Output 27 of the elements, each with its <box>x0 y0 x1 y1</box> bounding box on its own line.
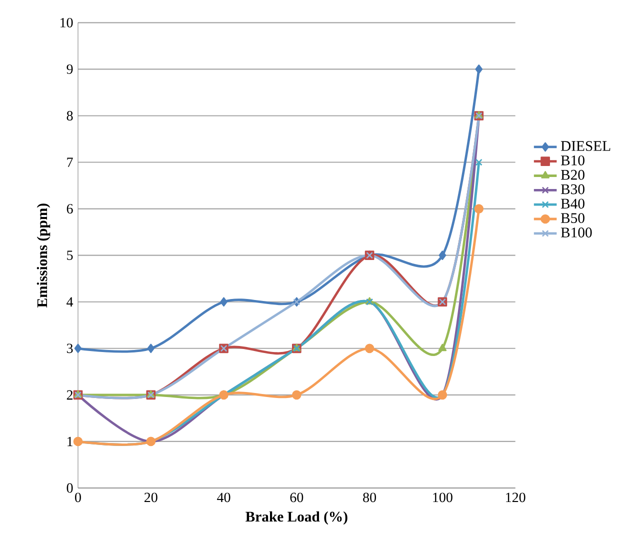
y-tick-label: 7 <box>67 158 73 167</box>
legend-label: B30 <box>560 184 584 194</box>
y-axis-title: Emissions (ppm) <box>36 204 50 308</box>
y-tick-label: 0 <box>66 483 73 493</box>
y-tick-label: 3 <box>66 344 73 354</box>
x-tick-label: 60 <box>290 492 304 502</box>
x-tick-label: 80 <box>363 492 376 502</box>
legend-label: B10 <box>560 155 584 166</box>
y-tick-label: 4 <box>66 297 74 306</box>
x-tick-label: 20 <box>144 492 158 502</box>
y-tick-label: 10 <box>60 18 73 28</box>
y-tick-label: 2 <box>66 390 73 400</box>
x-tick-label: 100 <box>433 492 452 502</box>
x-tick-label: 120 <box>506 492 526 502</box>
x-tick-label: 0 <box>75 492 81 502</box>
legend-label: B20 <box>560 170 584 180</box>
y-tick-label: 8 <box>66 111 73 120</box>
legend-label: B40 <box>560 198 584 209</box>
legend-label: B50 <box>560 213 584 224</box>
y-tick-label: 9 <box>66 64 73 74</box>
y-tick-label: 5 <box>67 250 73 260</box>
legend-label: B100 <box>560 228 592 238</box>
y-tick-label: 6 <box>66 204 73 214</box>
legend-label: DIESEL <box>560 141 610 151</box>
x-axis-title: Brake Load (%) <box>246 511 348 525</box>
y-tick-label: 1 <box>68 436 72 446</box>
x-tick-label: 40 <box>217 492 230 502</box>
